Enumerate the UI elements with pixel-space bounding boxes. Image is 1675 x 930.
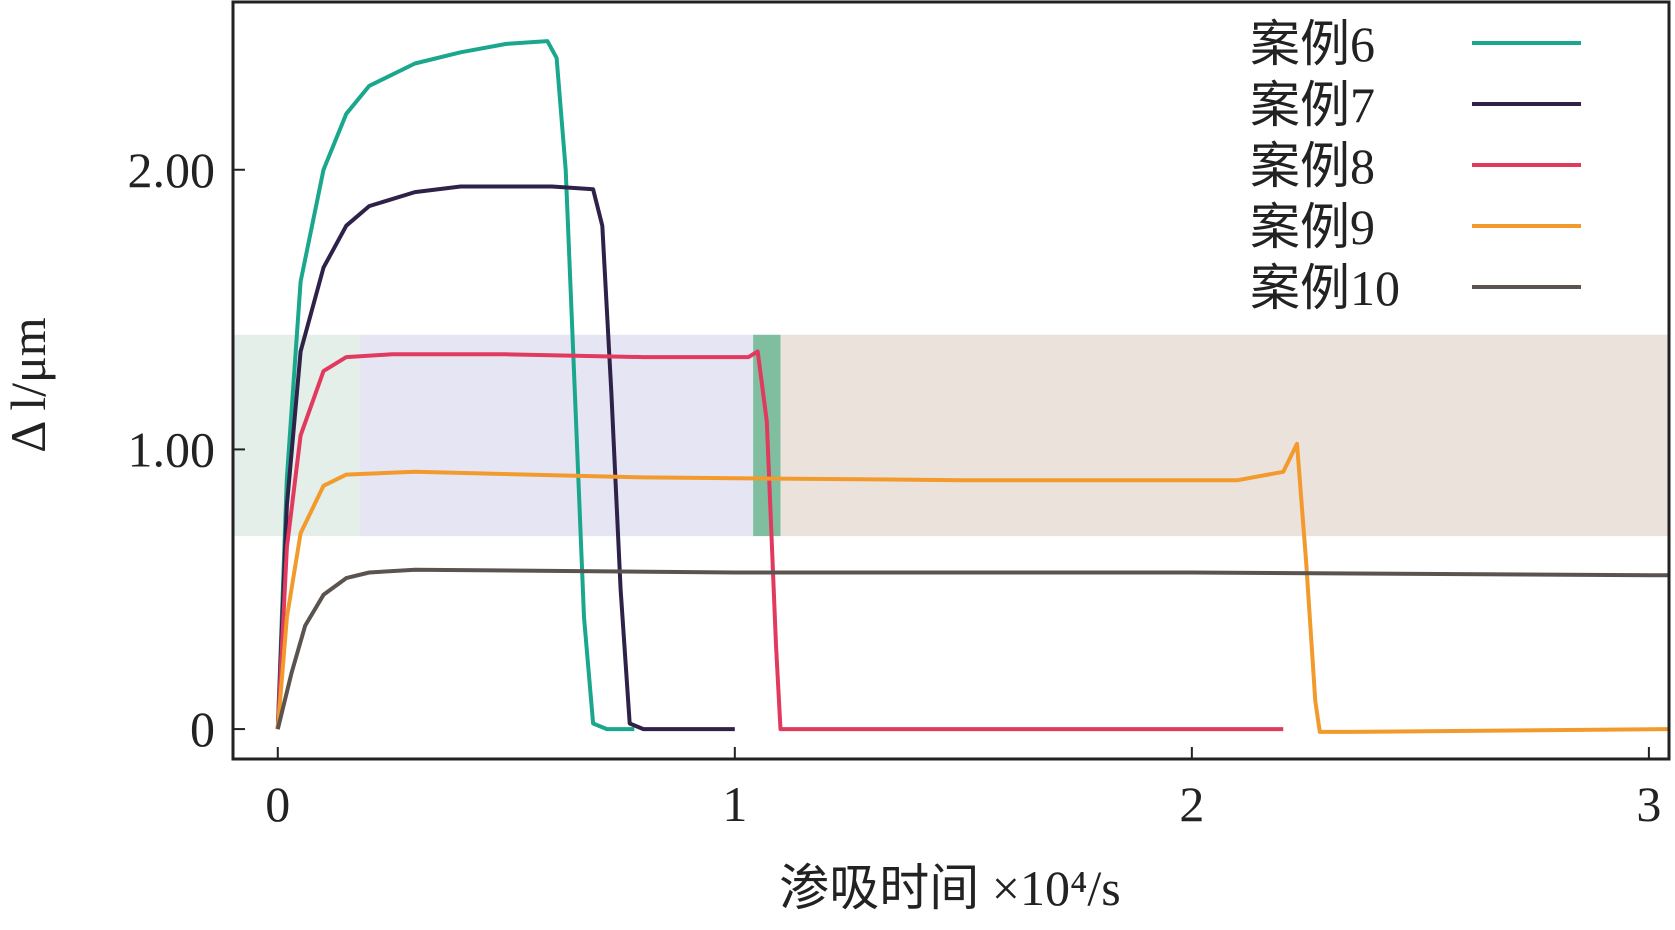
legend-label: 案例7 [1250,77,1375,133]
series-line [275,441,1669,734]
y-tick-label: 0 [190,701,215,757]
legend-label: 案例9 [1250,199,1375,255]
series-line [275,567,1669,730]
x-axis-label: 渗吸时间 ×10⁴/s [779,860,1120,916]
legend-label: 案例8 [1250,138,1375,194]
y-tick-label: 2.00 [128,142,216,198]
y-tick-label: 1.00 [128,421,216,477]
x-tick-label: 2 [1179,776,1204,832]
series-line [275,39,635,732]
plot-frame [231,0,1671,761]
plot-lines [275,39,1669,734]
legend-label: 案例10 [1250,260,1400,316]
x-tick-label: 3 [1636,776,1661,832]
series-line [275,184,735,732]
bands [233,334,1669,537]
shaded-region [780,334,1669,537]
y-axis-label: Δ l/μm [0,317,56,452]
x-tick-label: 1 [722,776,747,832]
x-tick-label: 0 [265,776,290,832]
series-line [275,349,1284,732]
legend-label: 案例6 [1250,16,1375,72]
shaded-region [360,334,754,537]
